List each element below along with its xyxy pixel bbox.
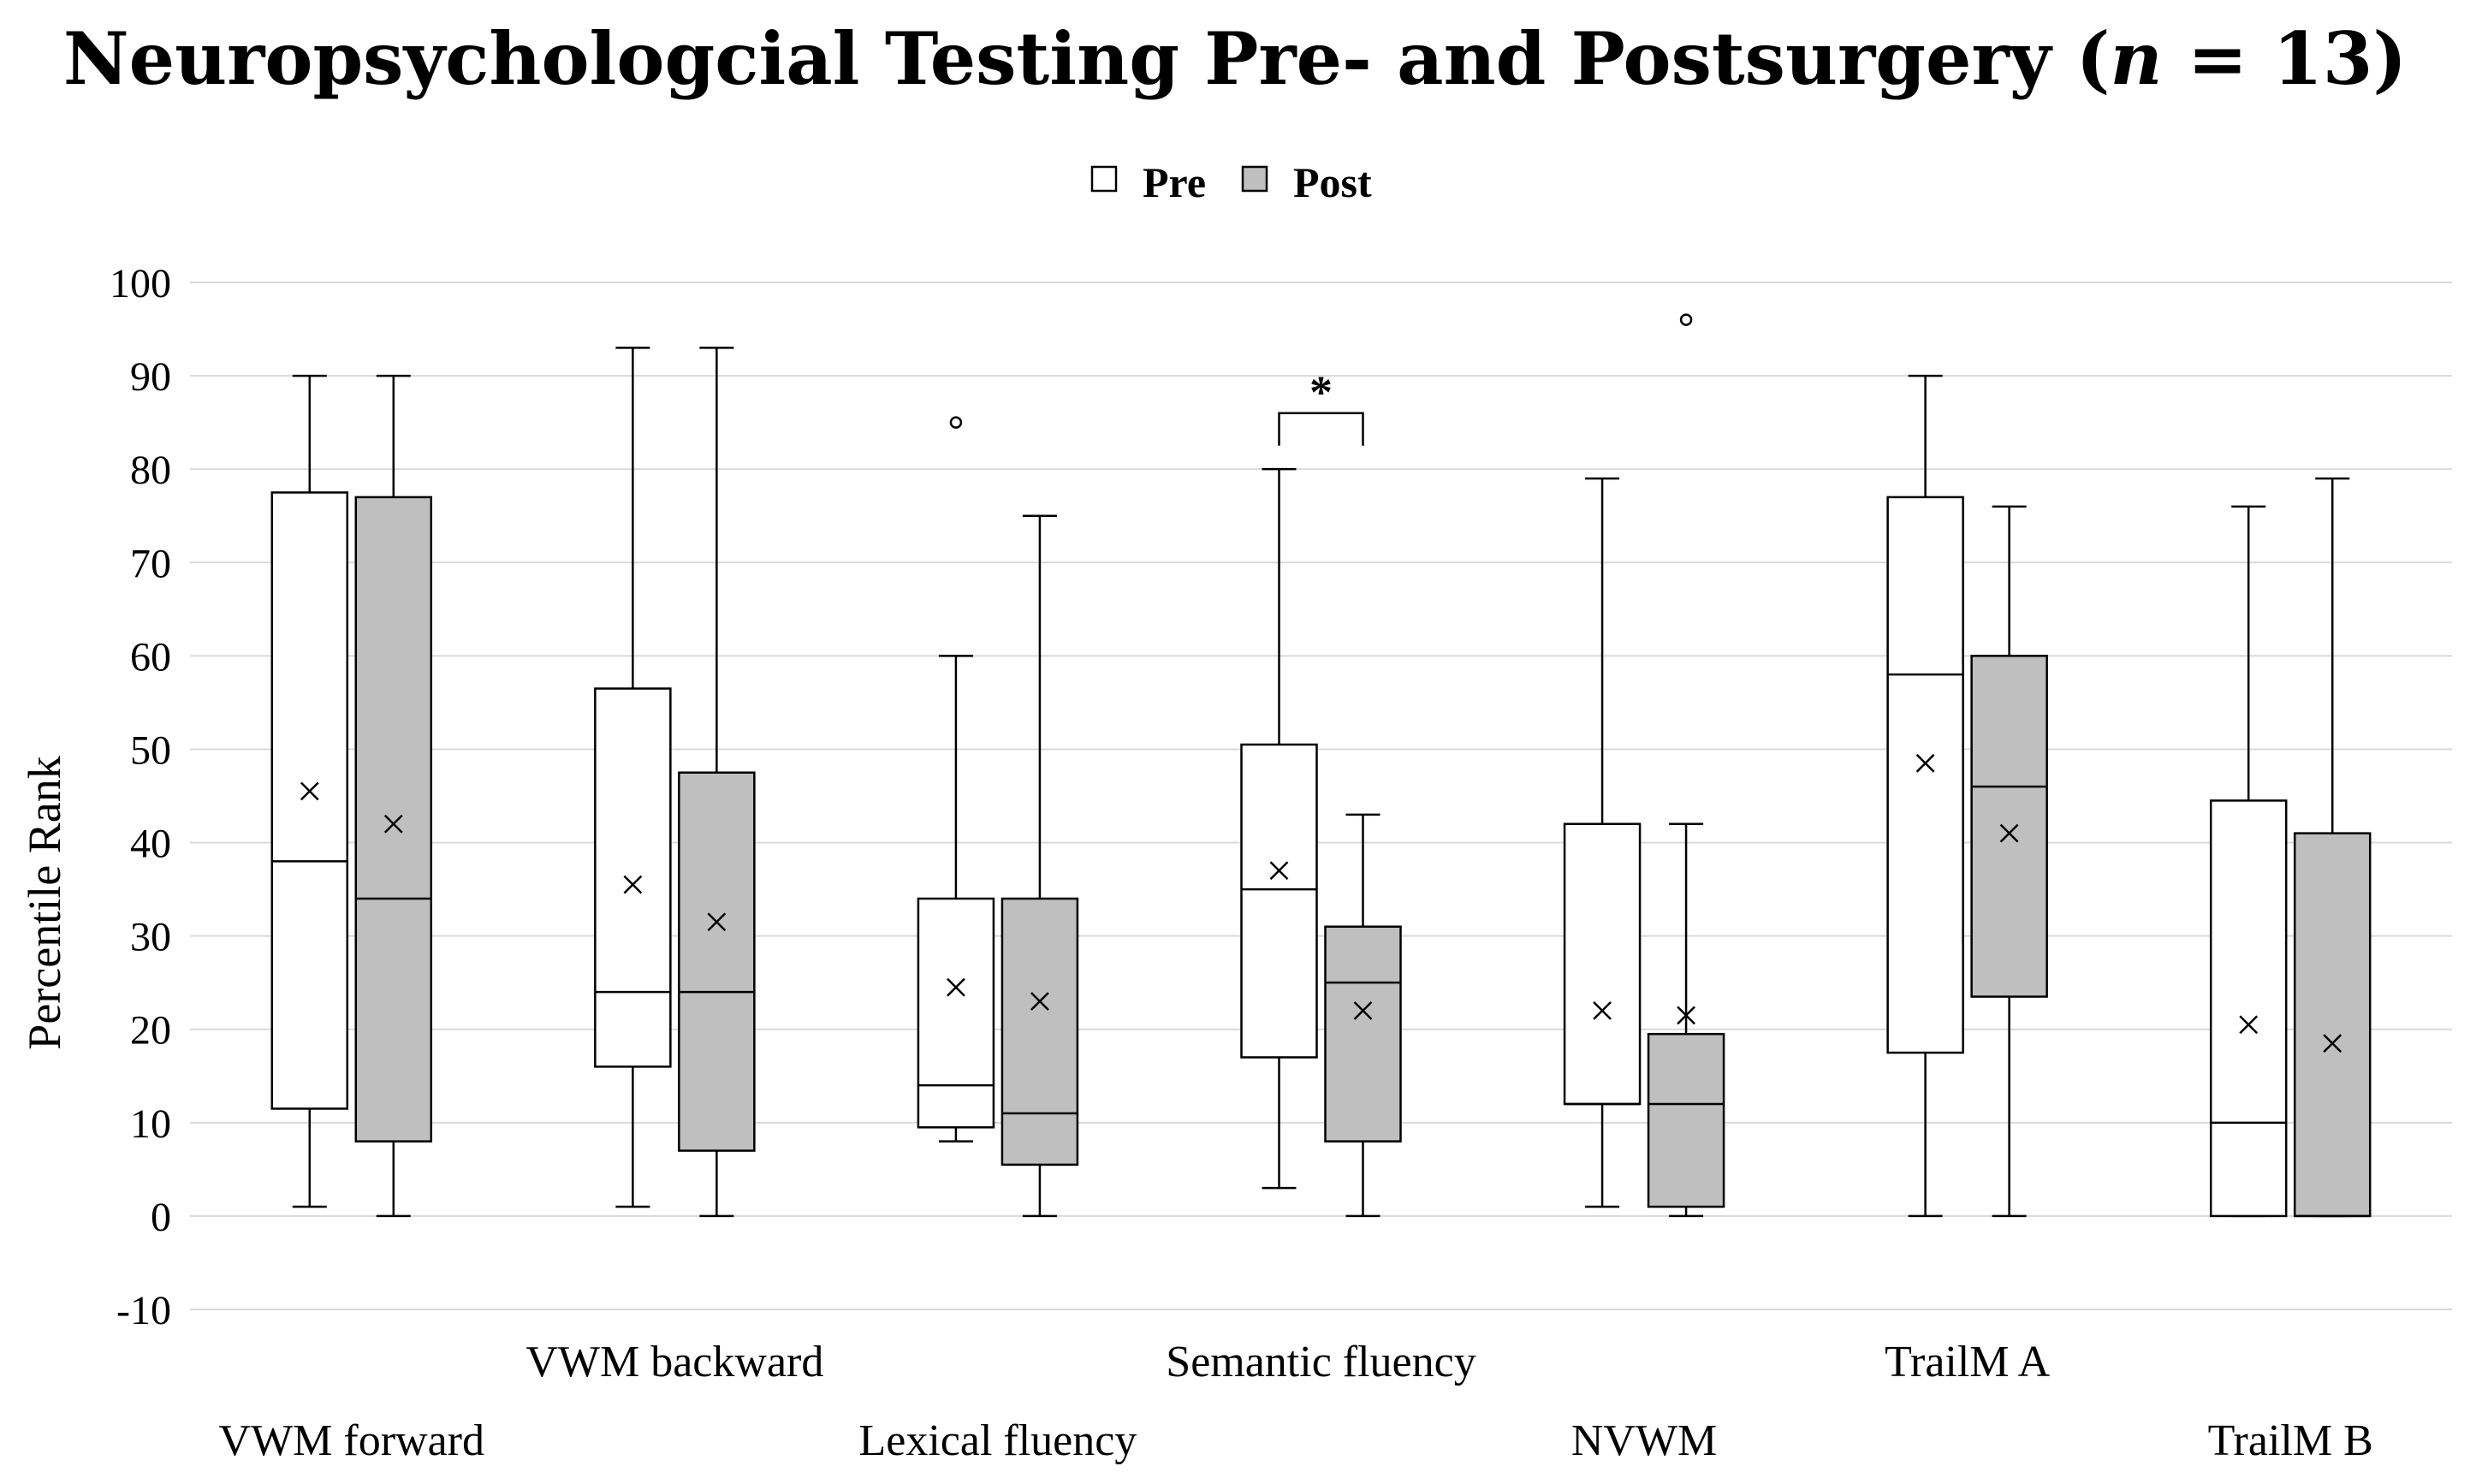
box-lexical-fluency-pre [917, 416, 995, 1143]
chart-title: Neuropsychologcial Testing Pre- and Post… [63, 16, 2407, 101]
legend: Pre Post [1090, 158, 1372, 206]
box-vwm-forward-pre [270, 374, 349, 1208]
box-iqr [1970, 655, 2048, 998]
box-vwm-backward-post [678, 347, 756, 1218]
box-vwm-forward-post [354, 374, 433, 1218]
mean-marker [1353, 1001, 1373, 1020]
legend-swatch-pre [1090, 165, 1118, 193]
outlier-point [1679, 313, 1693, 326]
box-iqr [678, 771, 756, 1152]
mean-marker [2239, 1015, 2259, 1035]
box-iqr [1886, 496, 1964, 1054]
mean-marker [300, 781, 319, 801]
y-tick-label: 80 [130, 448, 171, 493]
box-iqr [2293, 832, 2372, 1218]
significance-star: * [1309, 367, 1333, 418]
box-iqr [1000, 897, 1079, 1166]
legend-swatch-post [1241, 165, 1268, 193]
x-category-label: Lexical fluency [859, 1416, 1137, 1465]
box-trailm-a-post [1970, 505, 2048, 1218]
y-tick-label: 40 [130, 822, 171, 867]
x-category-label: TrailM B [2208, 1416, 2373, 1465]
mean-marker [383, 814, 403, 834]
y-tick-label: 0 [151, 1195, 171, 1240]
annotations: * [1278, 367, 1364, 446]
y-tick-label: 10 [130, 1101, 171, 1147]
mean-marker [1269, 861, 1289, 881]
y-tick-label: 30 [130, 915, 171, 960]
y-tick-label: -10 [116, 1288, 171, 1333]
box-trailm-b-post [2293, 477, 2372, 1218]
box-iqr [1647, 1032, 1725, 1208]
x-category-label: VWM forward [219, 1416, 484, 1465]
y-tick-label: 90 [130, 354, 171, 400]
x-category-label: Semantic fluency [1166, 1338, 1475, 1386]
box-iqr [2209, 799, 2288, 1218]
box-semantic-fluency-pre [1240, 467, 1318, 1190]
box-series [270, 313, 2372, 1218]
mean-marker [707, 912, 727, 932]
mean-marker [623, 875, 643, 894]
x-category-label: TrailM A [1885, 1338, 2051, 1386]
y-tick-label: 60 [130, 634, 171, 680]
significance-bracket [1278, 412, 1364, 446]
box-iqr [270, 491, 349, 1110]
y-axis-label: Percentile Rank [19, 756, 70, 1049]
mean-marker [1030, 992, 1049, 1011]
legend-label-post: Post [1293, 158, 1372, 206]
box-trailm-b-pre [2209, 505, 2288, 1218]
box-iqr [1324, 925, 1402, 1143]
x-category-label: VWM backward [525, 1338, 823, 1386]
mean-marker [2323, 1034, 2342, 1053]
outlier-point [949, 416, 963, 429]
legend-label-pre: Pre [1143, 158, 1206, 206]
y-tick-label: 20 [130, 1008, 171, 1054]
mean-marker [1915, 753, 1935, 773]
box-vwm-backward-pre [594, 347, 672, 1208]
box-nvwm-post [1647, 313, 1725, 1218]
mean-marker [947, 977, 965, 997]
gridlines [190, 282, 2452, 1310]
box-iqr [1240, 743, 1318, 1059]
box-iqr [594, 687, 672, 1068]
box-iqr [354, 496, 433, 1143]
box-lexical-fluency-post [1000, 514, 1079, 1218]
x-category-labels: VWM forward VWM backward Lexical fluency Se… [219, 1338, 2373, 1465]
box-nvwm-pre [1563, 477, 1642, 1208]
box-trailm-a-pre [1886, 374, 1964, 1218]
mean-marker [1999, 823, 2019, 843]
y-tick-label: 50 [130, 727, 171, 773]
mean-marker [1677, 1006, 1695, 1025]
x-category-label: NVWM [1571, 1416, 1717, 1465]
box-iqr [1563, 822, 1642, 1106]
box-semantic-fluency-post [1324, 813, 1402, 1218]
box-iqr [917, 897, 995, 1129]
y-tick-label: 100 [110, 261, 171, 306]
y-tick-labels: -10 0 10 20 30 40 50 60 70 80 90 100 [110, 261, 171, 1333]
y-tick-label: 70 [130, 541, 171, 586]
mean-marker [1593, 1001, 1612, 1020]
